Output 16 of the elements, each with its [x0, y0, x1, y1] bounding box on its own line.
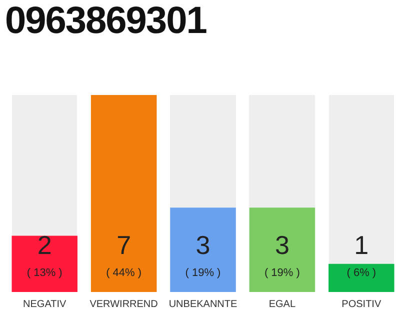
x-tick-label: VERWIRREND	[90, 298, 158, 310]
x-tick-label: NEGATIV	[23, 298, 67, 310]
data-label: 1	[354, 230, 369, 260]
annotation: ( 19% )	[264, 267, 300, 280]
chart-title: 0963869301	[5, 0, 206, 43]
data-label: 7	[116, 230, 132, 260]
data-label: 3	[196, 230, 210, 260]
data-label: 2	[37, 230, 52, 260]
annotation: ( 19% )	[185, 267, 221, 280]
data-label: 3	[274, 230, 290, 260]
annotation: ( 44% )	[106, 267, 142, 280]
x-tick-label: EGAL	[268, 298, 296, 310]
annotation: ( 6% )	[346, 267, 376, 280]
x-tick-label: UNBEKANNTE	[168, 298, 238, 310]
x-tick-label: POSITIV	[342, 298, 382, 310]
annotation: ( 13% )	[26, 267, 62, 280]
